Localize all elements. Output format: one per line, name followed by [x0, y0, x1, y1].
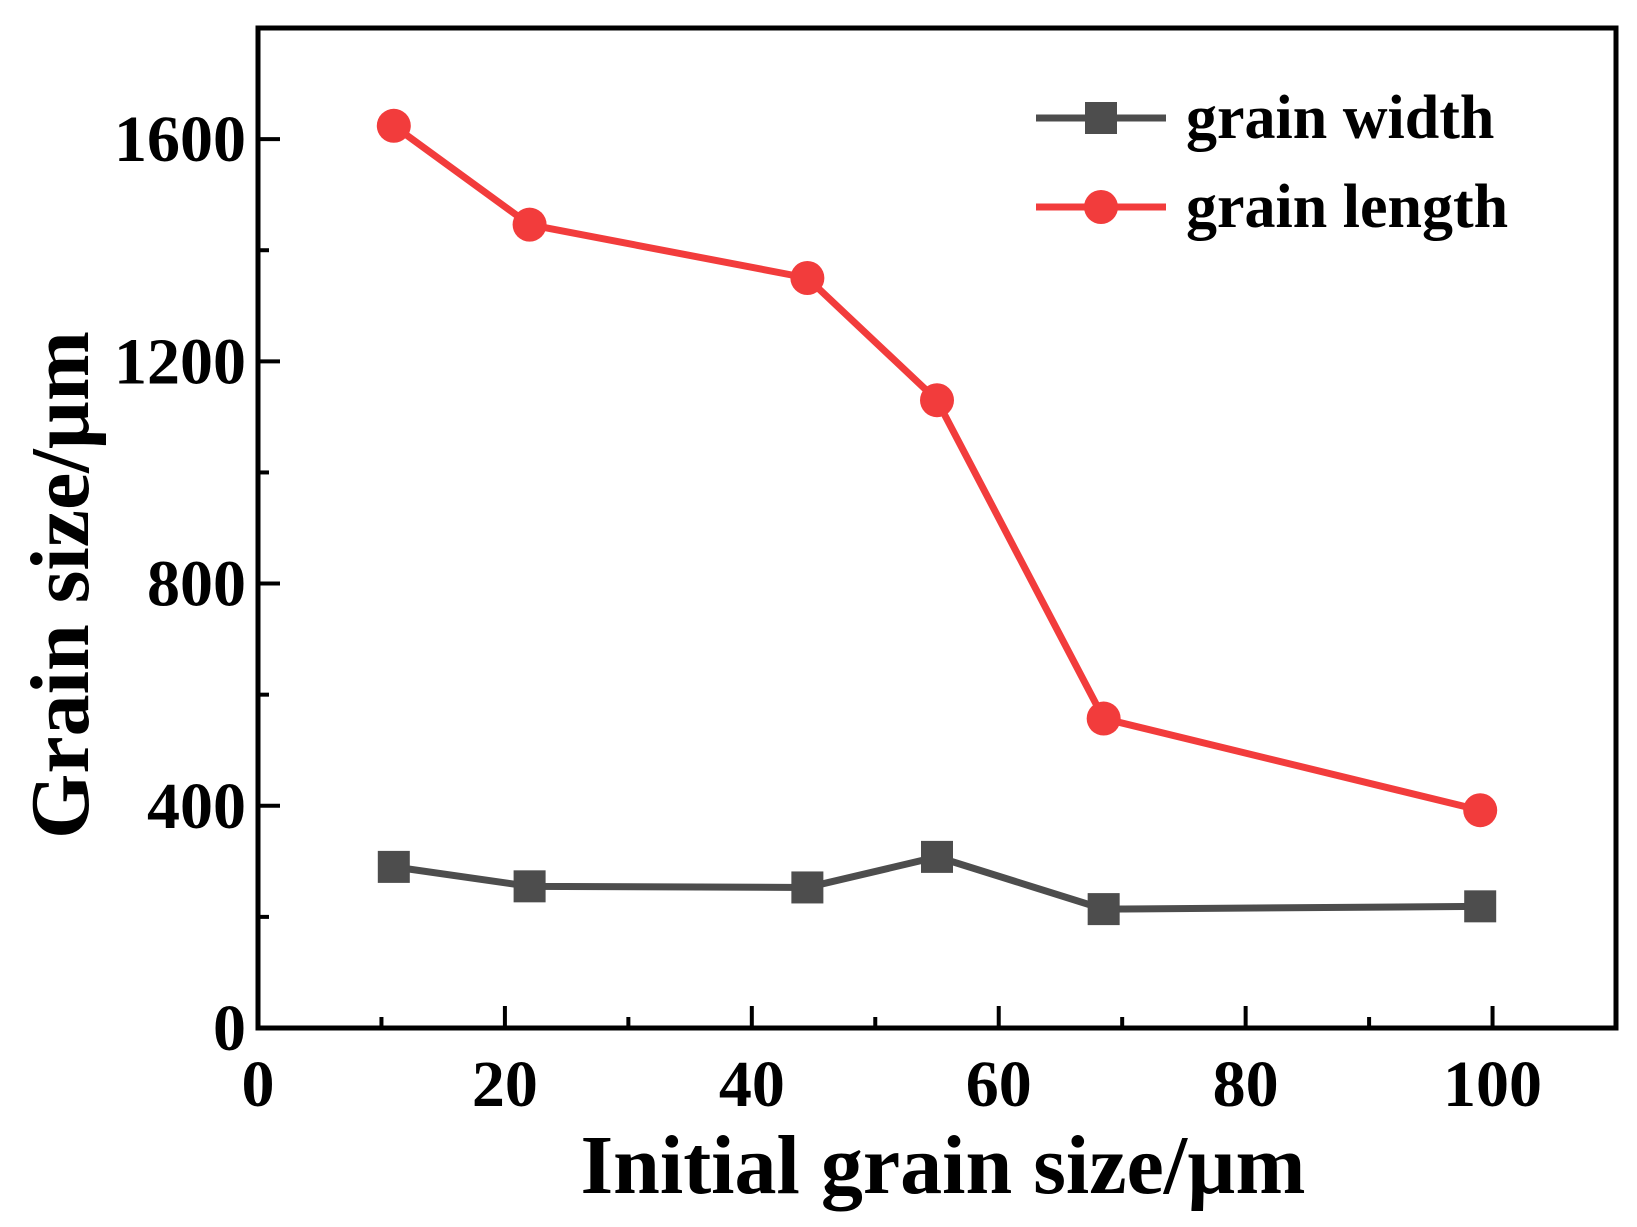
y-tick-label: 0	[213, 992, 246, 1065]
y-tick-label: 400	[147, 770, 246, 843]
legend-marker-grain-width	[1085, 102, 1117, 134]
grain-width-point	[377, 850, 410, 883]
x-tick-label: 100	[1443, 1048, 1542, 1121]
grain-length-point	[790, 261, 825, 295]
x-axis-title: Initial grain size/µm	[580, 1119, 1305, 1212]
legend-marker-grain-length	[1084, 190, 1118, 224]
y-tick-label: 1600	[114, 103, 246, 176]
plot-frame	[255, 25, 1619, 1031]
grain-length-point	[920, 383, 954, 418]
grain-length-point	[512, 207, 547, 242]
y-tick-label: 800	[147, 548, 246, 621]
grain-length-point	[1463, 793, 1498, 828]
grain-length-point	[376, 108, 411, 143]
grain-length-point	[1086, 701, 1121, 736]
legend-label-grain-length: grain length	[1186, 173, 1508, 241]
grain-width-line	[393, 853, 1481, 913]
grain-width-point	[1087, 893, 1120, 926]
grain-length-line	[391, 122, 1482, 814]
legend: grain width grain length	[1036, 84, 1508, 241]
x-tick-label: 60	[966, 1048, 1032, 1121]
ticks-layer	[256, 137, 1495, 1030]
labels-layer: 0 20 40 60 80 100 0 400 800 1200 1600	[114, 103, 1542, 1121]
series-layer	[376, 108, 1498, 926]
x-tick-label: 40	[719, 1048, 785, 1121]
grain-width-point	[791, 871, 824, 904]
y-tick-label: 1200	[114, 325, 246, 398]
y-axis-title: Grain size/µm	[14, 331, 107, 839]
legend-label-grain-width: grain width	[1186, 84, 1494, 152]
grain-width-point	[921, 840, 953, 873]
grain-width-point	[513, 870, 546, 903]
grain-width-point	[1464, 890, 1497, 923]
x-tick-label: 0	[242, 1048, 275, 1121]
x-tick-label: 80	[1213, 1048, 1279, 1121]
x-tick-label: 20	[472, 1048, 538, 1121]
